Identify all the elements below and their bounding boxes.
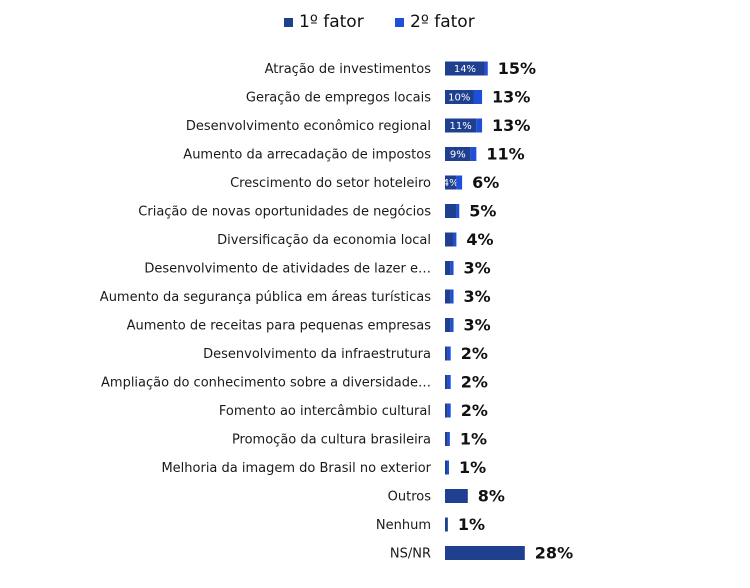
bar-segment-series-2 [447,346,451,361]
total-value-label: 6% [472,173,499,192]
total-value-label: 3% [464,316,491,335]
bar-segment-series-1 [445,546,525,560]
bar-segment-series-1 [445,147,471,161]
legend-label-series-2: 2º fator [410,12,475,32]
legend-item-series-1: 1º fator [284,12,364,32]
category-label: Aumento da arrecadação de impostos [183,148,431,163]
total-value-label: 5% [469,202,496,221]
bar-segment-series-2 [470,147,477,161]
total-value-label: 2% [461,344,488,363]
legend-item-series-2: 2º fator [395,12,475,32]
bar-segment-series-2 [476,118,483,133]
category-label: Diversificação da economia local [217,233,431,248]
bar-segment-series-1 [445,175,457,190]
category-label: Melhoria da imagem do Brasil no exterior [161,461,431,476]
total-value-label: 1% [459,458,486,477]
bar-segment-series-1 [445,61,485,76]
category-label: NS/NR [390,547,431,562]
bar-segment-series-2 [450,261,454,275]
total-value-label: 11% [486,145,524,164]
bar-segment-series-2 [473,90,483,104]
segment-value-label: 10% [448,93,470,104]
bar-segment-series-1 [445,90,474,104]
total-value-label: 8% [478,487,505,506]
category-label: Desenvolvimento de atividades de lazer e… [144,262,431,277]
category-label: Aumento de receitas para pequenas empres… [127,319,432,334]
category-label: Crescimento do setor hoteleiro [230,176,431,191]
segment-value-label: 4% [443,178,459,189]
category-label: Promoção da cultura brasileira [232,433,431,448]
bar-segment-series-1 [445,204,457,218]
total-value-label: 1% [458,515,485,534]
bar-segment-series-2 [447,432,450,446]
category-label: Nenhum [376,518,431,533]
bar-segment-series-2 [453,232,457,247]
bar-segment-series-1 [445,118,477,133]
segment-value-label: 11% [450,121,472,132]
total-value-label: 3% [464,287,491,306]
bar-segment-series-2 [456,204,460,218]
category-label: Geração de empregos locais [246,91,431,106]
bar-segment-series-1 [445,460,447,475]
bar-segment-series-2 [450,289,454,304]
bar-segment-series-1 [445,375,448,389]
legend-swatch-series-1 [284,17,293,27]
bar-segment-series-1 [445,261,451,275]
category-label: Atração de investimentos [265,62,432,77]
bar-segment-series-1 [445,517,448,532]
category-label: Outros [388,490,432,505]
bar-segment-series-1 [445,289,451,304]
bar-segment-series-2 [450,318,454,332]
total-value-label: 2% [461,401,488,420]
total-value-label: 13% [492,116,530,135]
bar-segment-series-2 [484,61,488,76]
total-value-label: 15% [498,59,536,78]
bar-segment-series-1 [445,346,448,361]
total-value-label: 3% [464,259,491,278]
category-label: Desenvolvimento da infraestrutura [203,347,431,362]
bar-segment-series-2 [456,175,463,190]
segment-value-label: 14% [454,64,476,75]
legend: 1º fator 2º fator [0,12,750,36]
category-label: Ampliação do conhecimento sobre a divers… [101,376,431,391]
category-label: Criação de novas oportunidades de negóci… [138,205,431,220]
bar-segment-series-1 [445,403,448,418]
bar-segment-series-1 [445,432,448,446]
category-label: Fomento ao intercâmbio cultural [219,404,431,419]
total-value-label: 28% [535,544,573,563]
bar-segment-series-1 [445,318,451,332]
category-label: Desenvolvimento econômico regional [186,119,431,134]
category-label: Aumento da segurança pública em áreas tu… [100,290,431,305]
legend-swatch-series-2 [395,17,404,27]
bar-segment-series-2 [447,375,451,389]
bar-segment-series-2 [447,460,449,475]
total-value-label: 13% [492,88,530,107]
total-value-label: 4% [466,230,493,249]
legend-label-series-1: 1º fator [299,12,364,32]
bar-segment-series-1 [445,232,454,247]
bar-segment-series-1 [445,489,468,503]
total-value-label: 2% [461,373,488,392]
bar-segment-series-2 [447,403,451,418]
total-value-label: 1% [460,430,487,449]
segment-value-label: 9% [450,150,466,161]
